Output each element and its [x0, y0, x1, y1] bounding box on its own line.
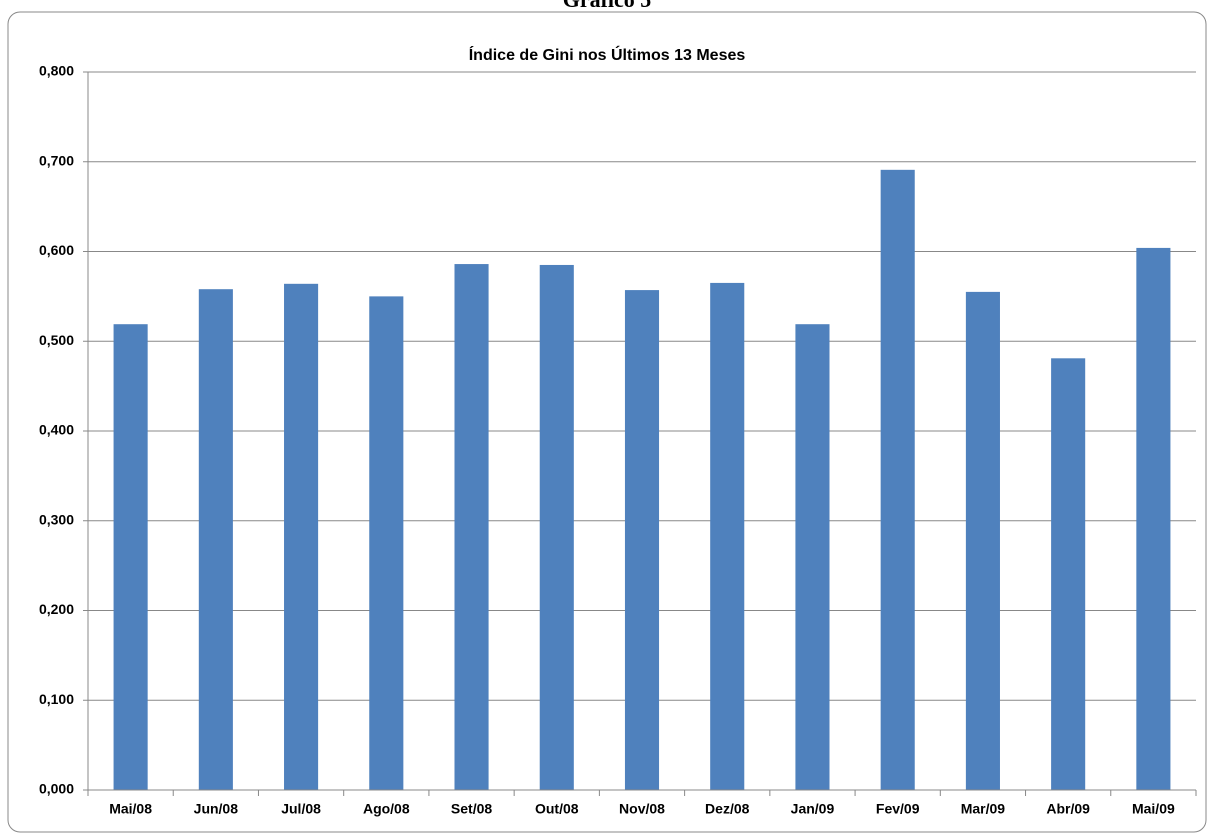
bar: [624, 290, 660, 790]
y-tick-label: 0,200: [39, 601, 74, 617]
x-tick-label: Abr/09: [1046, 801, 1090, 817]
chart-title: Índice de Gini nos Últimos 13 Meses: [469, 45, 746, 64]
y-tick-label: 0,400: [39, 422, 74, 438]
x-tick-label: Mar/09: [961, 801, 1006, 817]
bar: [198, 289, 233, 790]
y-tick-label: 0,100: [39, 691, 74, 707]
y-tick-label: 0,000: [39, 781, 74, 797]
bar: [284, 283, 319, 790]
x-tick-label: Nov/08: [619, 801, 665, 817]
x-tick-label: Jan/09: [791, 801, 835, 817]
bar: [539, 264, 574, 790]
chart-border: [7, 11, 1207, 833]
x-tick-label: Out/08: [535, 801, 579, 817]
x-tick-label: Dez/08: [705, 801, 750, 817]
x-tick-label: Mai/08: [109, 801, 152, 817]
y-tick-label: 0,700: [39, 152, 74, 168]
bar: [369, 296, 404, 790]
y-tick-label: 0,500: [39, 332, 74, 348]
y-tick-label: 0,800: [39, 63, 74, 79]
x-tick-label: Mai/09: [1132, 801, 1175, 817]
bar: [795, 324, 830, 790]
bar: [1051, 358, 1086, 790]
x-tick-label: Fev/09: [876, 801, 920, 817]
bar: [965, 291, 1000, 790]
x-tick-label: Set/08: [451, 801, 492, 817]
heading: Gráfico 5: [563, 0, 652, 12]
x-tick-label: Jun/08: [194, 801, 239, 817]
y-tick-label: 0,600: [39, 242, 74, 258]
bar: [454, 264, 489, 790]
bar: [710, 282, 745, 790]
bar: [113, 324, 148, 790]
bar: [880, 169, 915, 790]
x-tick-label: Jul/08: [281, 801, 321, 817]
bar: [1136, 247, 1171, 790]
x-tick-label: Ago/08: [363, 801, 410, 817]
y-tick-label: 0,300: [39, 511, 74, 527]
